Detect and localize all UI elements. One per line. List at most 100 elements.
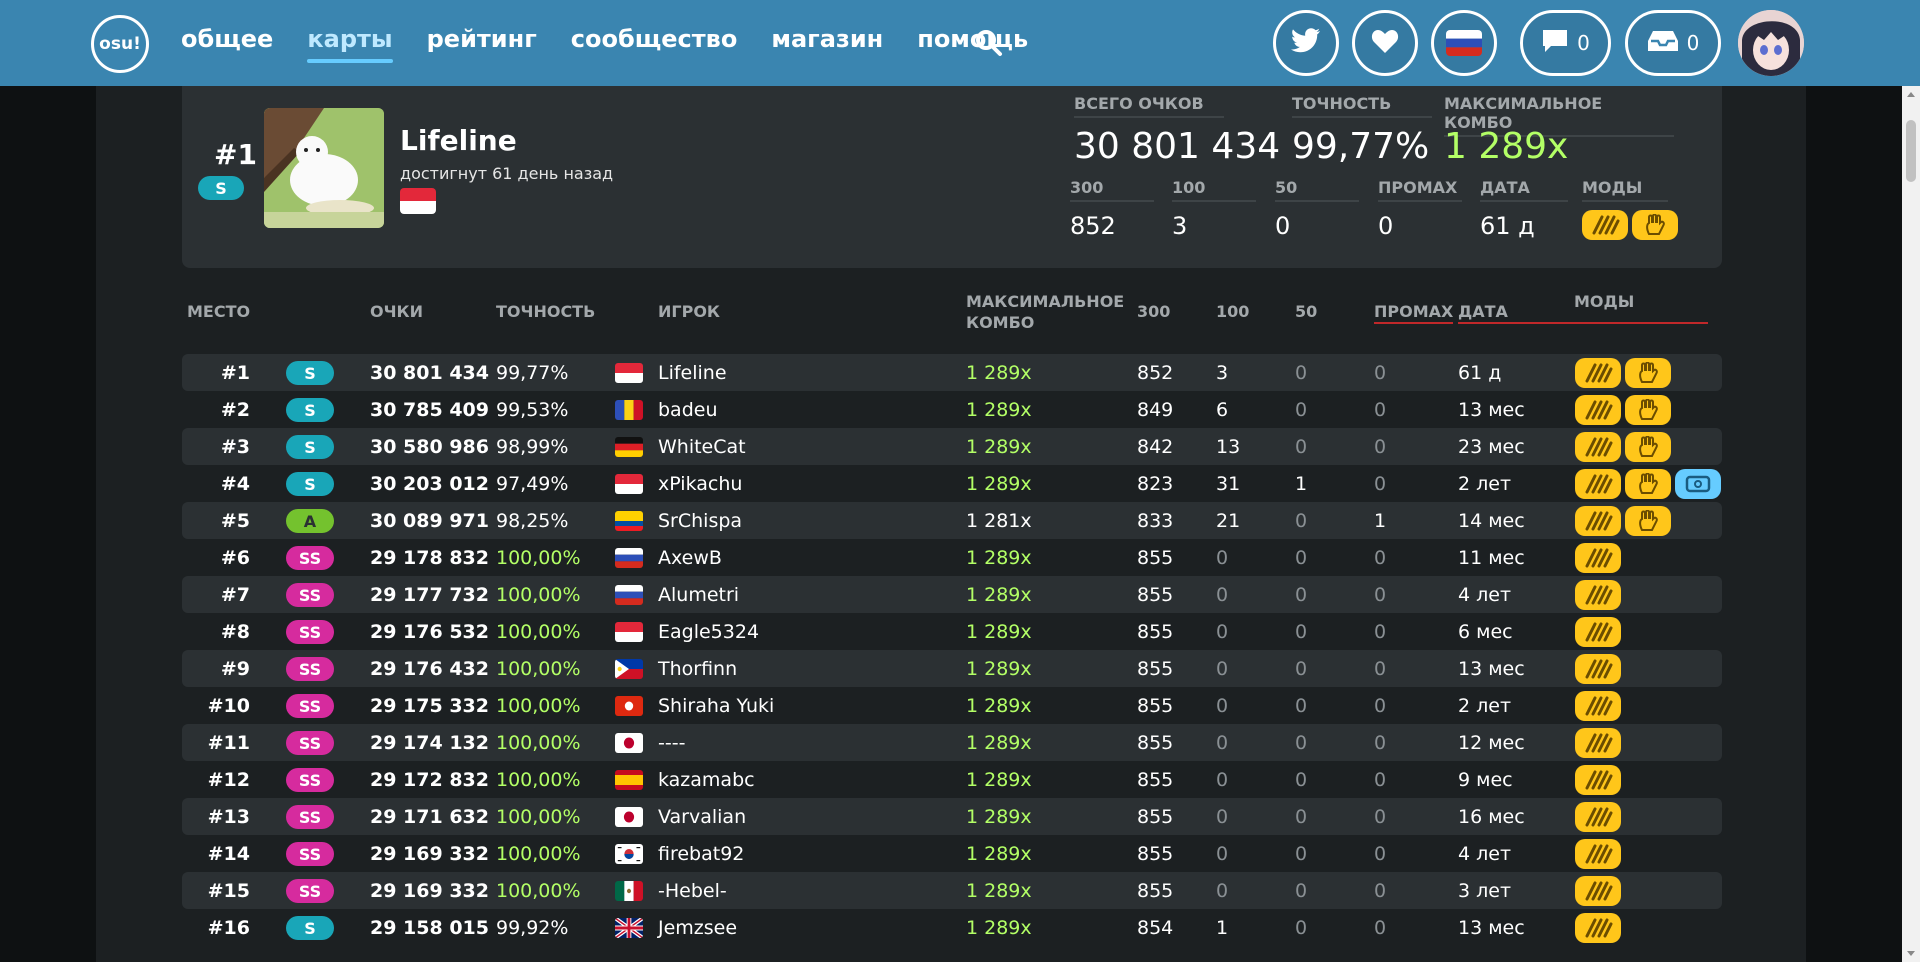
scroll-thumb[interactable] <box>1906 120 1916 182</box>
table-row[interactable]: #10 SS 29 175 332 100,00% Shiraha Yuki 1 289x… <box>182 687 1722 724</box>
row-flag-icon[interactable] <box>615 733 643 753</box>
nav-item-rankings[interactable]: рейтинг <box>426 25 537 53</box>
header-date[interactable]: ДАТА <box>1458 302 1708 324</box>
row-player-link[interactable]: Thorfinn <box>658 658 738 680</box>
table-row[interactable]: #15 SS 29 169 332 100,00% -Hebel- 1 289x 855 0 0… <box>182 872 1722 909</box>
row-player-link[interactable]: Eagle5324 <box>658 621 760 643</box>
table-row[interactable]: #2 S 30 785 409 99,53% badeu 1 289x 849 6 0 0 13 м… <box>182 391 1722 428</box>
scroll-down-icon[interactable] <box>1907 951 1915 956</box>
header-300[interactable]: 300 <box>1137 302 1171 321</box>
scroll-up-icon[interactable] <box>1907 92 1915 97</box>
header-combo-line2[interactable]: КОМБО <box>966 313 1035 332</box>
search-icon[interactable] <box>974 28 1004 58</box>
table-row[interactable]: #8 SS 29 176 532 100,00% Eagle5324 1 289x 855 0… <box>182 613 1722 650</box>
row-player-link[interactable]: Lifeline <box>658 362 727 384</box>
row-flag-icon[interactable] <box>615 881 643 901</box>
row-player-link[interactable]: xPikachu <box>658 473 743 495</box>
row-flag-icon[interactable] <box>615 474 643 494</box>
hidden-mod-icon[interactable] <box>1575 728 1621 758</box>
notifications-button[interactable]: 0 <box>1625 10 1721 76</box>
table-row[interactable]: #4 S 30 203 012 97,49% xPikachu 1 289x 823 31 1 0… <box>182 465 1722 502</box>
row-flag-icon[interactable] <box>615 548 643 568</box>
row-flag-icon[interactable] <box>615 844 643 864</box>
table-row[interactable]: #11 SS 29 174 132 100,00% ---- 1 289x 855 0 0 0 12… <box>182 724 1722 761</box>
nofail-mod-icon[interactable] <box>1625 358 1671 388</box>
header-rank[interactable]: МЕСТО <box>187 302 251 321</box>
hidden-mod-icon[interactable] <box>1575 580 1621 610</box>
hidden-mod-icon[interactable] <box>1575 765 1621 795</box>
hidden-mod-icon[interactable] <box>1575 654 1621 684</box>
hidden-mod-icon[interactable] <box>1575 395 1621 425</box>
nofail-mod-icon[interactable] <box>1625 506 1671 536</box>
hidden-mod-icon[interactable] <box>1575 358 1621 388</box>
table-row[interactable]: #13 SS 29 171 632 100,00% Varvalian 1 289x 855… <box>182 798 1722 835</box>
table-row[interactable]: #9 SS 29 176 432 100,00% Thorfinn 1 289x 855 0 0… <box>182 650 1722 687</box>
hidden-mod-icon[interactable] <box>1575 432 1621 462</box>
touch-device-mod-icon[interactable] <box>1675 469 1721 499</box>
row-flag-icon[interactable] <box>615 659 643 679</box>
hidden-mod-icon[interactable] <box>1575 543 1621 573</box>
row-flag-icon[interactable] <box>615 511 643 531</box>
header-accuracy[interactable]: ТОЧНОСТЬ <box>496 302 596 321</box>
player-cover-image[interactable] <box>264 108 384 228</box>
nav-item-store[interactable]: магазин <box>771 25 884 53</box>
row-flag-icon[interactable] <box>615 585 643 605</box>
hidden-mod-icon[interactable] <box>1575 839 1621 869</box>
table-row[interactable]: #16 S 29 158 015 99,92% Jemzsee 1 289x 854 1 0 0 1… <box>182 909 1722 946</box>
table-row[interactable]: #5 A 30 089 971 98,25% SrChispa 1 281x 833 21 0 1… <box>182 502 1722 539</box>
table-row[interactable]: #14 SS 29 169 332 100,00% firebat92 1 289x 855… <box>182 835 1722 872</box>
twitter-button[interactable] <box>1273 10 1339 76</box>
row-player-link[interactable]: badeu <box>658 399 718 421</box>
row-player-link[interactable]: AxewB <box>658 547 722 569</box>
support-button[interactable] <box>1352 10 1418 76</box>
row-flag-icon[interactable] <box>615 918 643 938</box>
row-player-link[interactable]: ---- <box>658 732 686 754</box>
header-100[interactable]: 100 <box>1216 302 1250 321</box>
nav-item-home[interactable]: общее <box>181 25 274 53</box>
nofail-mod-icon[interactable] <box>1625 395 1671 425</box>
row-flag-icon[interactable] <box>615 363 643 383</box>
row-flag-icon[interactable] <box>615 770 643 790</box>
row-player-link[interactable]: kazamabc <box>658 769 755 791</box>
header-combo-line1[interactable]: МАКСИМАЛЬНОЕ <box>966 292 1125 311</box>
hidden-mod-icon[interactable] <box>1575 876 1621 906</box>
row-flag-icon[interactable] <box>615 437 643 457</box>
avatar[interactable] <box>1738 10 1804 76</box>
nofail-mod-icon[interactable] <box>1632 210 1678 240</box>
row-player-link[interactable]: WhiteCat <box>658 436 746 458</box>
table-row[interactable]: #6 SS 29 178 832 100,00% AxewB 1 289x 855 0 0 0 11… <box>182 539 1722 576</box>
language-button[interactable] <box>1431 10 1497 76</box>
osu-logo[interactable]: osu! <box>91 15 149 73</box>
table-row[interactable]: #3 S 30 580 986 98,99% WhiteCat 1 289x 842 13 0 0… <box>182 428 1722 465</box>
header-player[interactable]: ИГРОК <box>658 302 720 321</box>
row-flag-icon[interactable] <box>615 696 643 716</box>
hidden-mod-icon[interactable] <box>1575 469 1621 499</box>
top-score-player[interactable]: Lifeline <box>400 124 517 157</box>
row-player-link[interactable]: Varvalian <box>658 806 747 828</box>
nav-item-help[interactable]: помощь <box>917 25 1029 53</box>
row-player-link[interactable]: firebat92 <box>658 843 745 865</box>
nav-item-community[interactable]: сообщество <box>570 25 738 53</box>
hidden-mod-icon[interactable] <box>1575 691 1621 721</box>
row-flag-icon[interactable] <box>615 622 643 642</box>
table-row[interactable]: #7 SS 29 177 732 100,00% Alumetri 1 289x 855 0 0… <box>182 576 1722 613</box>
hidden-mod-icon[interactable] <box>1575 617 1621 647</box>
row-player-link[interactable]: SrChispa <box>658 510 743 532</box>
hidden-mod-icon[interactable] <box>1582 210 1628 240</box>
table-row[interactable]: #12 SS 29 172 832 100,00% kazamabc 1 289x 855 0… <box>182 761 1722 798</box>
header-mods[interactable]: МОДЫ <box>1574 292 1635 311</box>
hidden-mod-icon[interactable] <box>1575 802 1621 832</box>
header-score[interactable]: ОЧКИ <box>370 302 423 321</box>
row-player-link[interactable]: Alumetri <box>658 584 740 606</box>
header-50[interactable]: 50 <box>1295 302 1318 321</box>
row-flag-icon[interactable] <box>615 400 643 420</box>
scrollbar[interactable] <box>1902 86 1920 962</box>
hidden-mod-icon[interactable] <box>1575 506 1621 536</box>
hidden-mod-icon[interactable] <box>1575 913 1621 943</box>
table-row[interactable]: #1 S 30 801 434 99,77% Lifeline 1 289x 852 3 0 0 6… <box>182 354 1722 391</box>
nav-item-beatmaps[interactable]: карты <box>307 25 393 63</box>
nofail-mod-icon[interactable] <box>1625 432 1671 462</box>
row-player-link[interactable]: -Hebel- <box>658 880 727 902</box>
row-player-link[interactable]: Shiraha Yuki <box>658 695 775 717</box>
top-score-flag-icon[interactable] <box>400 188 436 214</box>
